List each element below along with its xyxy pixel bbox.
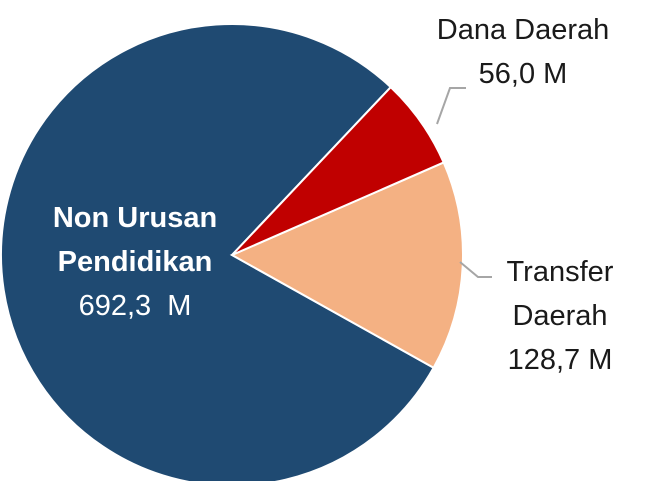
- value-label: 56,0 M: [478, 58, 568, 90]
- pie-slice: [231, 85, 445, 256]
- leader-line: [459, 261, 492, 278]
- slice-label: Dana Daerah 56,0 M: [408, 8, 638, 96]
- pie-slice: [0, 23, 435, 481]
- category-label: Transfer Daerah: [506, 256, 614, 332]
- value-label: 128,7 M: [507, 344, 613, 376]
- slice-label: Non Urusan Pendidikan 692,3 M: [30, 196, 240, 328]
- category-label: Dana Daerah: [436, 14, 610, 46]
- category-label: Non Urusan Pendidikan: [52, 202, 218, 278]
- slice-label: Transfer Daerah 128,7 M: [490, 250, 630, 382]
- leader-line: [436, 87, 466, 125]
- value-label: 692,3 M: [78, 290, 192, 322]
- pie-slice: [229, 161, 464, 370]
